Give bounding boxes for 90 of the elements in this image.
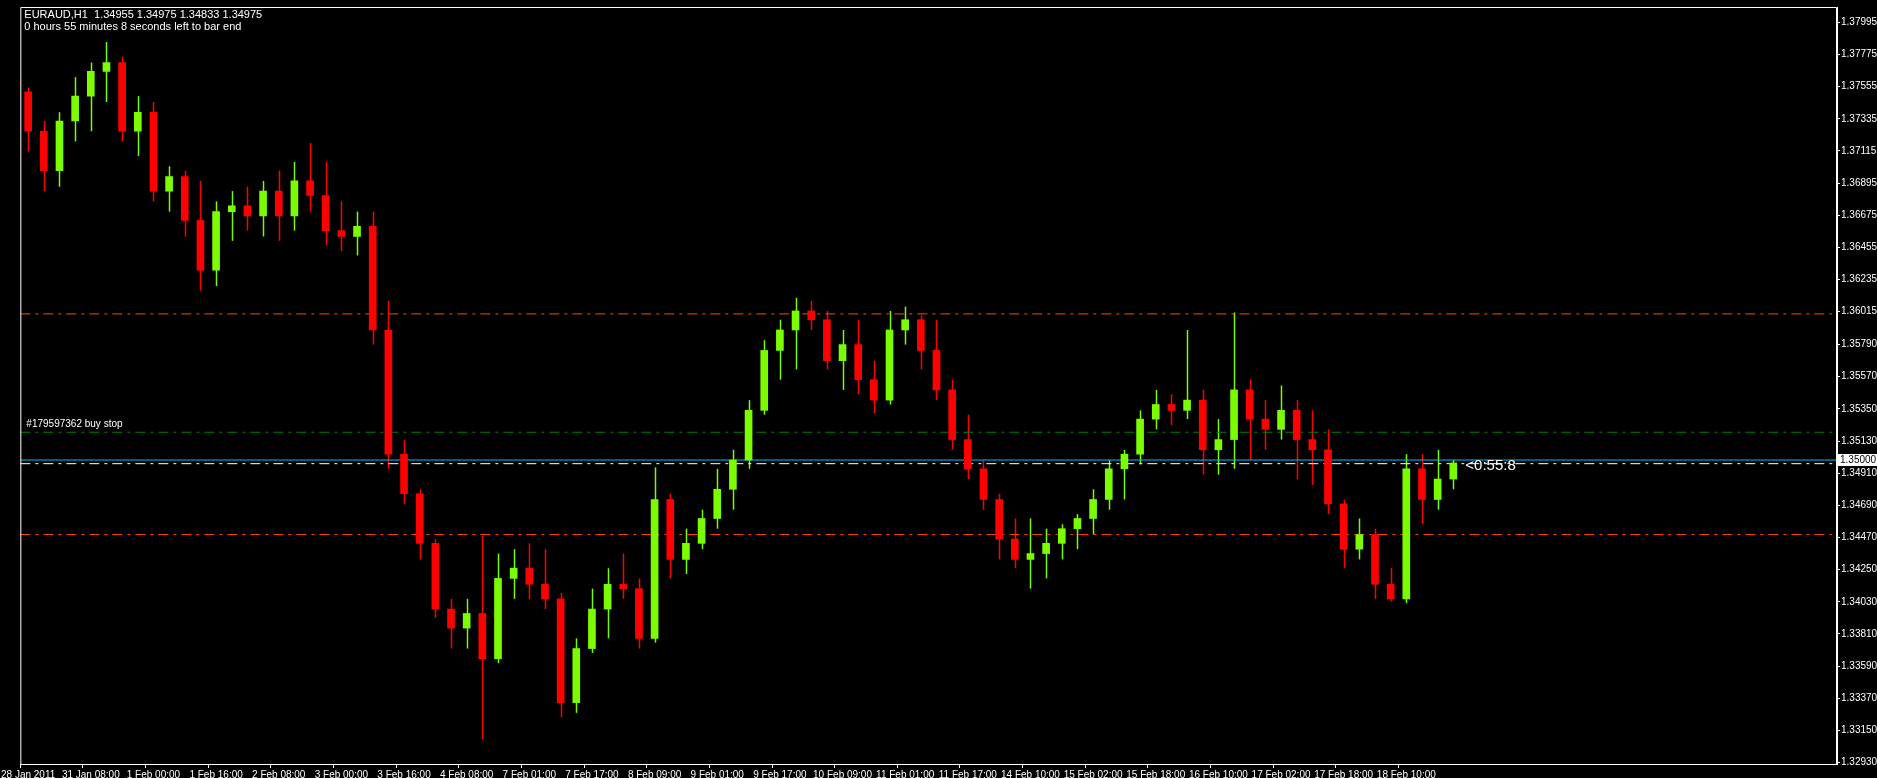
candlestick xyxy=(1355,517,1364,561)
x-tick-label: 17 Feb 18:00 xyxy=(1314,768,1374,778)
y-tick-label: 1.35570 xyxy=(1841,370,1877,382)
candlestick xyxy=(1449,459,1458,491)
candlestick xyxy=(165,165,173,213)
candlestick xyxy=(776,318,784,381)
x-tick-label: 9 Feb 17:00 xyxy=(753,768,808,778)
y-tick-label: 1.37775 xyxy=(1841,48,1877,60)
candlestick xyxy=(462,598,471,650)
x-tick-label: 28 Jan 2011 xyxy=(1,768,56,778)
candlestick xyxy=(337,200,346,252)
x-tick-label: 16 Feb 10:00 xyxy=(1188,768,1249,778)
y-tick-label: 1.36895 xyxy=(1841,176,1877,188)
x-tick-label: 3 Feb 16:00 xyxy=(377,768,432,778)
x-tick-label: 1 Feb 16:00 xyxy=(189,768,244,778)
candlestick xyxy=(1057,523,1066,561)
x-tick-label: 8 Feb 09:00 xyxy=(627,768,682,778)
y-tick-label: 1.37995 xyxy=(1841,16,1877,28)
y-tick-label: 1.36015 xyxy=(1841,305,1877,317)
y-tick-label: 1.36675 xyxy=(1841,209,1877,220)
x-tick-label: 18 Feb 10:00 xyxy=(1376,768,1437,778)
candlestick xyxy=(1277,384,1285,441)
candlestick xyxy=(509,548,518,600)
y-tick-label: 1.32930 xyxy=(1841,756,1877,768)
y-tick-label: 1.35790 xyxy=(1841,338,1877,350)
candlestick xyxy=(1183,329,1191,420)
y-tick-label: 1.35350 xyxy=(1841,402,1877,414)
candlestick xyxy=(1151,389,1160,431)
ref-line-label: 1.35000 xyxy=(1840,453,1877,465)
x-tick-label: 1 Feb 00:00 xyxy=(126,768,181,778)
x-tick-label: 3 Feb 00:00 xyxy=(314,768,369,778)
y-tick-label: 1.34030 xyxy=(1841,595,1877,607)
candlestick xyxy=(447,598,455,650)
x-tick-label: 15 Feb 02:00 xyxy=(1063,768,1124,778)
candlestick xyxy=(1386,567,1395,603)
candlestick xyxy=(541,548,549,610)
x-tick-label: 14 Feb 10:00 xyxy=(1000,768,1061,778)
y-tick-label: 1.36235 xyxy=(1841,273,1877,285)
x-tick-label: 7 Feb 17:00 xyxy=(565,768,620,778)
x-tick-label: 7 Feb 01:00 xyxy=(502,768,557,778)
candlestick xyxy=(525,542,534,600)
x-tick-label: 31 Jan 08:00 xyxy=(61,768,121,778)
candlestick xyxy=(1089,488,1097,536)
y-tick-label: 1.33150 xyxy=(1841,724,1877,736)
candlestick xyxy=(807,299,816,331)
candlestick xyxy=(1433,449,1442,511)
y-tick-label: 1.34250 xyxy=(1841,563,1877,575)
chart-title: EURAUD,H1 1.34955 1.34975 1.34833 1.34975 xyxy=(24,7,263,20)
y-tick-label: 1.35130 xyxy=(1841,434,1877,446)
candlestick xyxy=(870,359,878,415)
y-tick-label: 1.34690 xyxy=(1841,499,1877,511)
annotation: <0:55:8 xyxy=(1465,456,1516,474)
candlestick xyxy=(306,142,314,213)
x-tick-label: 11 Feb 01:00 xyxy=(876,768,935,778)
y-tick-label: 1.37555 xyxy=(1841,80,1877,92)
candlestick xyxy=(1308,409,1317,486)
candlestick xyxy=(1026,517,1035,590)
candlestick xyxy=(102,41,111,103)
candlestick xyxy=(1167,393,1176,426)
y-tick-label: 1.33810 xyxy=(1841,627,1877,639)
x-tick-label: 10 Feb 09:00 xyxy=(813,768,873,778)
candlestick xyxy=(1120,449,1129,501)
candlestick xyxy=(1214,418,1223,476)
y-tick-label: 1.37115 xyxy=(1841,144,1877,156)
y-tick-label: 1.33590 xyxy=(1841,659,1877,671)
x-tick-label: 9 Feb 01:00 xyxy=(690,768,745,778)
y-tick-label: 1.33370 xyxy=(1841,691,1877,703)
x-tick-label: 11 Feb 17:00 xyxy=(938,768,998,778)
candlestick xyxy=(1261,399,1270,451)
candlestick xyxy=(682,527,690,575)
x-tick-label: 4 Feb 08:00 xyxy=(439,768,494,778)
x-tick-label: 2 Feb 08:00 xyxy=(252,768,306,778)
candlestick xyxy=(1073,513,1082,550)
text: 0 hours 55 minutes 8 seconds left to bar end xyxy=(24,19,242,32)
candlestick xyxy=(1010,517,1019,569)
candlestick xyxy=(227,190,236,242)
x-tick-label: 17 Feb 02:00 xyxy=(1251,768,1311,778)
y-tick-label: 1.34470 xyxy=(1841,531,1877,543)
y-tick-label: 1.34910 xyxy=(1841,466,1877,478)
candlestick xyxy=(353,210,361,257)
candlestick xyxy=(619,552,628,600)
candlestick xyxy=(243,186,252,232)
ref-line-label: #179597362 buy stop xyxy=(26,418,123,430)
x-tick-label: 15 Feb 18:00 xyxy=(1126,768,1186,778)
y-tick-label: 1.37335 xyxy=(1841,112,1877,124)
candlestick xyxy=(838,329,847,391)
y-tick-label: 1.36455 xyxy=(1841,241,1877,253)
candlestick xyxy=(1042,527,1050,580)
candlestick xyxy=(901,305,909,346)
candlestick xyxy=(133,95,142,157)
